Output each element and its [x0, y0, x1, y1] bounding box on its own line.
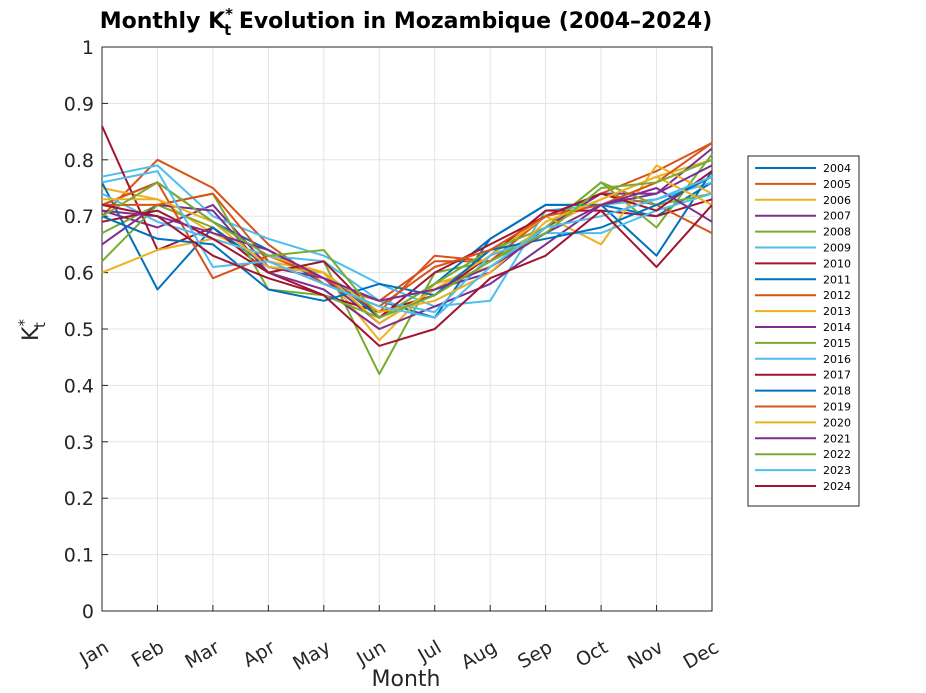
legend-entry: 2019	[823, 401, 851, 414]
legend-entry: 2004	[823, 162, 851, 175]
legend-entry: 2006	[823, 194, 851, 207]
legend-entry: 2015	[823, 337, 851, 350]
y-axis-ticks: 0 0.1 0.2 0.3 0.4 0.5 0.6 0.7 0.8 0.9 1	[64, 37, 108, 623]
y-axis-label: K*t	[15, 319, 49, 341]
legend-entry: 2005	[823, 178, 851, 191]
x-axis-label: Month	[372, 667, 441, 692]
y-tick-label: 1	[82, 37, 94, 59]
legend-box	[747, 155, 860, 507]
series-line-2022	[101, 158, 713, 319]
legend-entry: 2007	[823, 210, 851, 223]
y-tick-label: 0.6	[64, 263, 94, 285]
legend-entry: 2009	[823, 242, 851, 255]
y-tick-label: 0.2	[64, 488, 94, 510]
legend-entry: 2011	[823, 273, 851, 286]
legend-entry: 2023	[823, 464, 851, 477]
y-tick-label: 0.7	[64, 206, 94, 228]
series-line-2024	[101, 203, 713, 347]
legend-entry: 2017	[823, 369, 851, 382]
chart-title: Monthly K* t Evolution in Mozambique (200…	[100, 5, 713, 39]
legend-entry: 2013	[823, 305, 851, 318]
y-tick-label: 0.5	[64, 319, 94, 341]
legend-entry: 2018	[823, 385, 851, 398]
legend-entry: 2012	[823, 289, 851, 302]
legend-entry: 2008	[823, 226, 851, 239]
legend-entry: 2021	[823, 432, 851, 445]
legend-entry: 2024	[823, 480, 851, 493]
y-tick-label: 0.4	[64, 375, 94, 397]
y-tick-label: 0	[82, 601, 94, 623]
legend: 2004 2005 2006 2007 2008 2009 2010 2011 2012 2013…	[747, 155, 860, 507]
series-line-2018	[101, 175, 713, 302]
series-line-2008	[101, 153, 713, 376]
legend-entry: 2014	[823, 321, 851, 334]
y-tick-label: 0.8	[64, 150, 94, 172]
series-line-2023	[101, 170, 713, 319]
legend-entry: 2020	[823, 416, 851, 429]
y-tick-label: 0.1	[64, 545, 94, 567]
y-tick-label: 0.9	[64, 93, 94, 115]
legend-entry: 2016	[823, 353, 851, 366]
series-line-2021	[101, 187, 713, 302]
y-tick-label: 0.3	[64, 432, 94, 454]
legend-entry: 2022	[823, 448, 851, 461]
legend-entry: 2010	[823, 257, 851, 270]
series-lines	[101, 125, 713, 376]
